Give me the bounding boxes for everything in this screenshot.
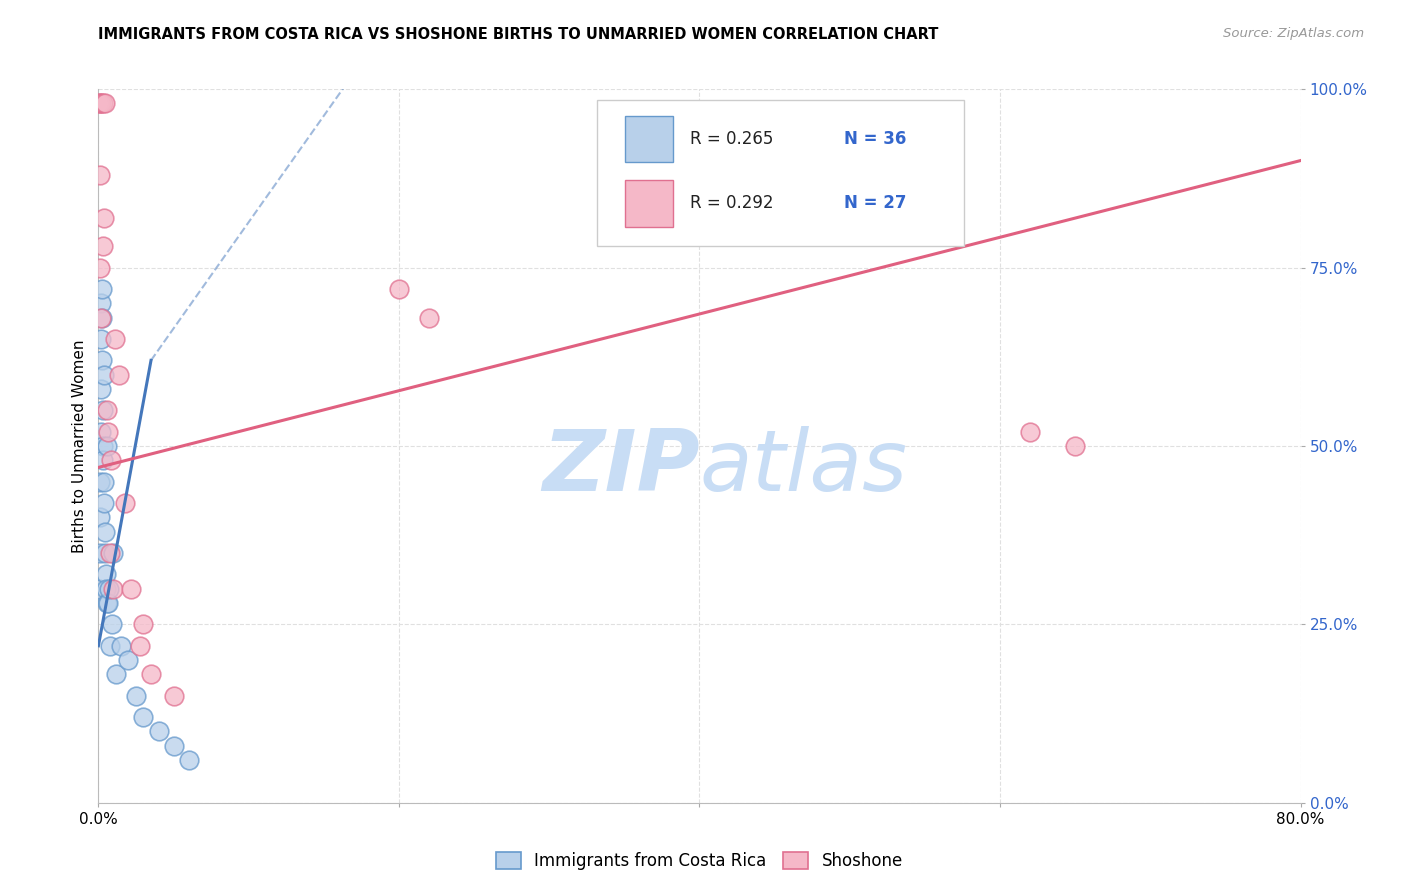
Point bbox=[1019, 425, 1042, 439]
Point bbox=[91, 310, 114, 325]
Point bbox=[162, 739, 184, 753]
Text: R = 0.265: R = 0.265 bbox=[690, 130, 773, 148]
Point bbox=[108, 368, 131, 382]
Point bbox=[90, 382, 112, 396]
Point bbox=[89, 168, 111, 182]
Text: N = 36: N = 36 bbox=[844, 130, 905, 148]
Point bbox=[94, 582, 117, 596]
Point bbox=[90, 96, 112, 111]
Point bbox=[94, 546, 117, 560]
Point bbox=[93, 368, 115, 382]
Point bbox=[89, 96, 111, 111]
FancyBboxPatch shape bbox=[624, 180, 673, 227]
Point bbox=[89, 260, 111, 275]
Point bbox=[89, 510, 111, 524]
Point bbox=[162, 689, 184, 703]
Point bbox=[94, 567, 117, 582]
Legend: Immigrants from Costa Rica, Shoshone: Immigrants from Costa Rica, Shoshone bbox=[489, 845, 910, 877]
Point bbox=[101, 582, 124, 596]
FancyBboxPatch shape bbox=[598, 100, 965, 246]
Point bbox=[91, 453, 114, 467]
Point bbox=[91, 239, 114, 253]
Text: N = 27: N = 27 bbox=[844, 194, 907, 212]
FancyBboxPatch shape bbox=[624, 116, 673, 162]
Point bbox=[93, 475, 115, 489]
Point bbox=[101, 617, 124, 632]
Point bbox=[94, 96, 117, 111]
Point bbox=[98, 546, 121, 560]
Point bbox=[125, 689, 148, 703]
Point bbox=[132, 710, 155, 724]
Point bbox=[89, 96, 111, 111]
Text: IMMIGRANTS FROM COSTA RICA VS SHOSHONE BIRTHS TO UNMARRIED WOMEN CORRELATION CHA: IMMIGRANTS FROM COSTA RICA VS SHOSHONE B… bbox=[98, 27, 939, 42]
Y-axis label: Births to Unmarried Women: Births to Unmarried Women bbox=[72, 339, 87, 553]
Point bbox=[91, 439, 114, 453]
Text: Source: ZipAtlas.com: Source: ZipAtlas.com bbox=[1223, 27, 1364, 40]
Point bbox=[100, 453, 122, 467]
Point bbox=[96, 596, 118, 610]
Point bbox=[177, 753, 200, 767]
Point bbox=[89, 425, 111, 439]
Point bbox=[90, 310, 112, 325]
Point bbox=[121, 582, 143, 596]
Point bbox=[90, 296, 112, 310]
Point bbox=[388, 282, 411, 296]
Point bbox=[93, 524, 115, 539]
Point bbox=[89, 546, 111, 560]
Point bbox=[90, 332, 112, 346]
Point bbox=[103, 546, 125, 560]
Point bbox=[90, 282, 112, 296]
Point bbox=[89, 475, 111, 489]
Point bbox=[96, 403, 118, 417]
Point bbox=[104, 332, 127, 346]
Point bbox=[139, 667, 162, 681]
Point bbox=[91, 96, 114, 111]
Point bbox=[148, 724, 170, 739]
Text: ZIP: ZIP bbox=[541, 425, 699, 509]
Point bbox=[114, 496, 136, 510]
Text: R = 0.292: R = 0.292 bbox=[690, 194, 773, 212]
Point bbox=[97, 425, 120, 439]
Point bbox=[110, 639, 132, 653]
Point bbox=[93, 211, 115, 225]
Point bbox=[89, 582, 111, 596]
Point bbox=[129, 639, 152, 653]
Text: atlas: atlas bbox=[699, 425, 907, 509]
Point bbox=[91, 403, 114, 417]
Point bbox=[132, 617, 155, 632]
Point bbox=[97, 582, 120, 596]
Point bbox=[93, 496, 115, 510]
Point bbox=[117, 653, 139, 667]
Point bbox=[100, 639, 122, 653]
Point bbox=[418, 310, 440, 325]
Point bbox=[96, 439, 118, 453]
Point bbox=[97, 596, 120, 610]
Point bbox=[91, 353, 114, 368]
Point bbox=[1064, 439, 1087, 453]
Point bbox=[105, 667, 128, 681]
